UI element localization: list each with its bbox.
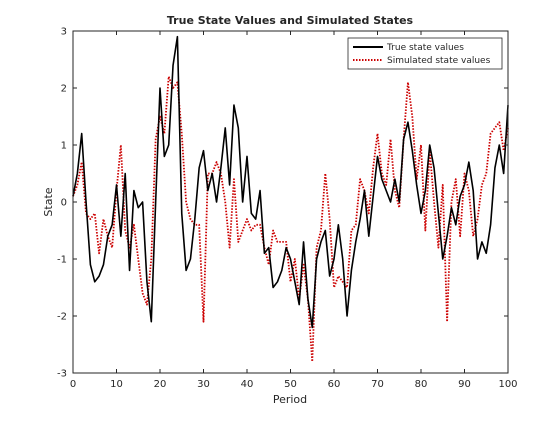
legend-label-simulated-state: Simulated state values: [387, 56, 491, 66]
y-tick-label: 2: [61, 84, 67, 95]
x-axis-label: Period: [273, 393, 307, 406]
x-tick-label: 70: [371, 379, 384, 390]
series-layer: [72, 35, 509, 363]
x-tick-label: 50: [284, 379, 297, 390]
y-tick-label: 0: [61, 198, 67, 209]
y-tick-label: 3: [61, 27, 67, 38]
y-axis-label: State: [42, 187, 55, 216]
series-line-true-state: [72, 35, 509, 329]
y-tick-label: -3: [57, 369, 67, 380]
x-tick-label: 60: [328, 379, 341, 390]
legend-label-true-state: True state values: [386, 43, 464, 53]
x-tick-label: 100: [498, 379, 517, 390]
x-tick-label: 30: [197, 379, 210, 390]
x-tick-label: 40: [241, 379, 254, 390]
legend-box: [347, 37, 503, 70]
x-tick-label: 10: [110, 379, 123, 390]
chart-title: True State Values and Simulated States: [167, 14, 414, 27]
y-tick-label: 1: [61, 141, 67, 152]
x-tick-label: 80: [415, 379, 428, 390]
x-tick-label: 90: [458, 379, 471, 390]
y-tick-label: -2: [57, 312, 67, 323]
plot-area: [73, 31, 508, 373]
y-tick-label: -1: [57, 255, 67, 266]
tick-layer: 0 10 20 30 40 50 60 70 80 90 100 -3 -2 -1 0 1 2 3: [57, 27, 518, 391]
x-tick-label: 20: [154, 379, 167, 390]
legend: True state values Simulated state values: [347, 37, 503, 70]
x-tick-label: 0: [70, 379, 76, 390]
